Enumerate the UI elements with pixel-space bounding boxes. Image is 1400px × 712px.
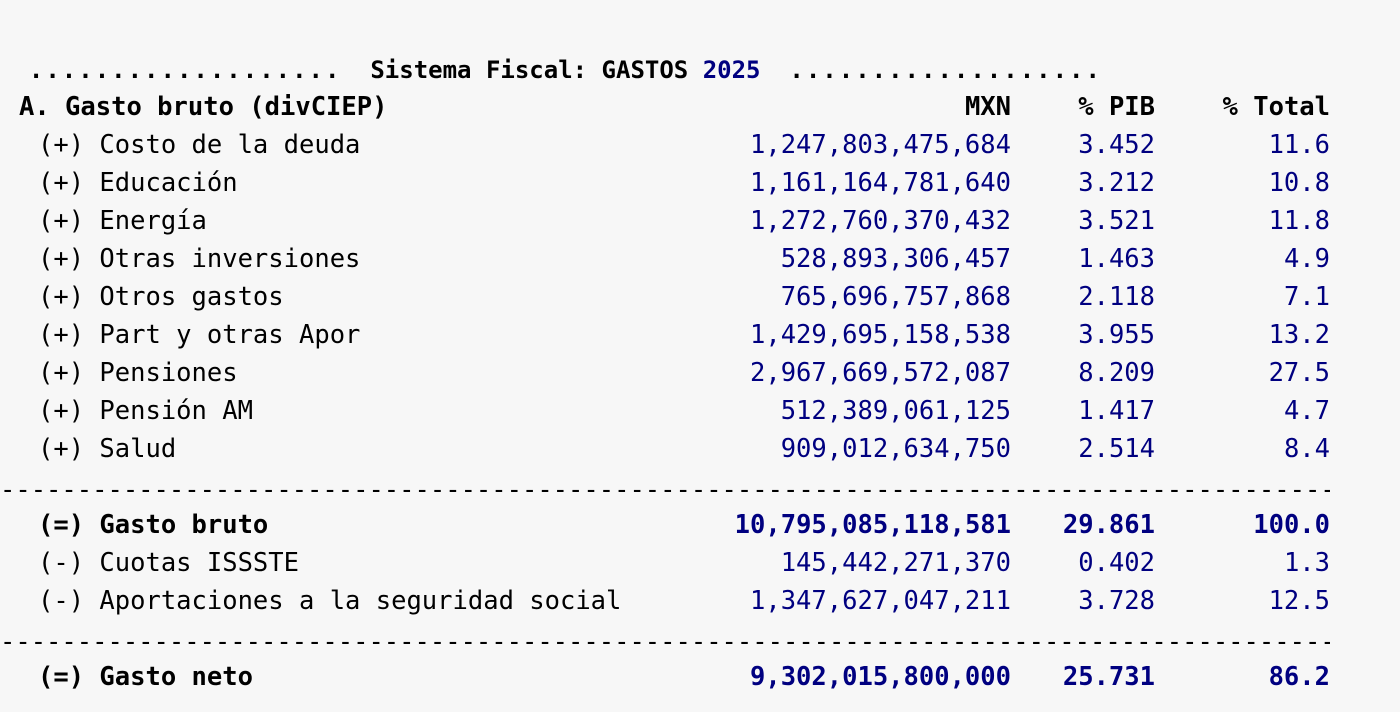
gross-total: 100.0 (1253, 510, 1330, 540)
row-label: (+) Energía (38, 206, 207, 236)
gross-label: (=) Gasto bruto (38, 510, 269, 540)
table-row: (+) Energía 1,272,760,370,432 3.521 11.8 (0, 202, 1400, 240)
deduction-pib: 0.402 (1078, 548, 1155, 578)
row-label: (+) Educación (38, 168, 238, 198)
table-header: A. Gasto bruto (divCIEP) MXN % PIB % Tot… (0, 88, 1400, 126)
row-pib: 3.452 (1078, 130, 1155, 160)
deduction-row: (-) Aportaciones a la seguridad social 1… (0, 582, 1400, 620)
table-row: (+) Otros gastos 765,696,757,868 2.118 7… (0, 278, 1400, 316)
net-total-row: (=) Gasto neto 9,302,015,800,000 25.731 … (0, 658, 1400, 696)
header-total: % Total (1222, 92, 1330, 122)
deduction-mxn: 1,347,627,047,211 (750, 586, 1011, 616)
deduction-mxn: 145,442,271,370 (780, 548, 1011, 578)
row-pib: 2.118 (1078, 282, 1155, 312)
row-pib: 3.521 (1078, 206, 1155, 236)
row-mxn: 528,893,306,457 (780, 244, 1011, 274)
title-dots-right: ................... (789, 56, 1102, 84)
table-row: (+) Educación 1,161,164,781,640 3.212 10… (0, 164, 1400, 202)
row-label: (+) Otros gastos (38, 282, 284, 312)
row-total: 4.9 (1283, 244, 1330, 274)
row-mxn: 1,429,695,158,538 (750, 320, 1011, 350)
table-row: (+) Pensión AM 512,389,061,125 1.417 4.7 (0, 392, 1400, 430)
row-total: 10.8 (1268, 168, 1330, 198)
gross-mxn: 10,795,085,118,581 (734, 510, 1011, 540)
row-total: 27.5 (1268, 358, 1330, 388)
row-pib: 2.514 (1078, 434, 1155, 464)
table-row: (+) Part y otras Apor 1,429,695,158,538 … (0, 316, 1400, 354)
header-pib: % PIB (1078, 92, 1155, 122)
row-total: 8.4 (1283, 434, 1330, 464)
deduction-total: 1.3 (1283, 548, 1330, 578)
net-mxn: 9,302,015,800,000 (750, 662, 1011, 692)
deduction-pib: 3.728 (1078, 586, 1155, 616)
table-row: (+) Salud 909,012,634,750 2.514 8.4 (0, 430, 1400, 468)
row-mxn: 1,247,803,475,684 (750, 130, 1011, 160)
gross-pib: 29.861 (1062, 510, 1155, 540)
deduction-label: (-) Aportaciones a la seguridad social (38, 586, 622, 616)
deduction-total: 12.5 (1268, 586, 1330, 616)
row-pib: 1.417 (1078, 396, 1155, 426)
header-label: A. Gasto bruto (divCIEP) (19, 92, 388, 122)
row-pib: 3.955 (1078, 320, 1155, 350)
row-mxn: 909,012,634,750 (780, 434, 1011, 464)
deduction-row: (-) Cuotas ISSSTE 145,442,271,370 0.402 … (0, 544, 1400, 582)
row-mxn: 1,272,760,370,432 (750, 206, 1011, 236)
row-label: (+) Part y otras Apor (38, 320, 361, 350)
separator-line: ----------------------------------------… (0, 480, 1330, 500)
row-total: 13.2 (1268, 320, 1330, 350)
row-pib: 8.209 (1078, 358, 1155, 388)
net-label: (=) Gasto neto (38, 662, 253, 692)
row-label: (+) Salud (38, 434, 177, 464)
table-row: (+) Otras inversiones 528,893,306,457 1.… (0, 240, 1400, 278)
row-label: (+) Pensiones (38, 358, 238, 388)
net-total: 86.2 (1268, 662, 1330, 692)
row-label: (+) Costo de la deuda (38, 130, 361, 160)
row-mxn: 765,696,757,868 (780, 282, 1011, 312)
table-row: (+) Pensiones 2,967,669,572,087 8.209 27… (0, 354, 1400, 392)
row-label: (+) Pensión AM (38, 396, 253, 426)
report-title: ................... Sistema Fiscal: GAST… (0, 13, 1102, 84)
title-year: 2025 (702, 56, 761, 84)
row-pib: 1.463 (1078, 244, 1155, 274)
gross-total-row: (=) Gasto bruto 10,795,085,118,581 29.86… (0, 506, 1400, 544)
separator-line: ----------------------------------------… (0, 632, 1330, 652)
row-mxn: 1,161,164,781,640 (750, 168, 1011, 198)
row-total: 11.6 (1268, 130, 1330, 160)
header-mxn: MXN (964, 92, 1011, 122)
row-total: 11.8 (1268, 206, 1330, 236)
row-pib: 3.212 (1078, 168, 1155, 198)
deduction-label: (-) Cuotas ISSSTE (38, 548, 299, 578)
row-mxn: 512,389,061,125 (780, 396, 1011, 426)
net-pib: 25.731 (1062, 662, 1155, 692)
title-text: Sistema Fiscal: GASTOS (370, 56, 689, 84)
table-row: (+) Costo de la deuda 1,247,803,475,684 … (0, 126, 1400, 164)
title-dots-left: ................... (28, 56, 342, 84)
row-total: 7.1 (1283, 282, 1330, 312)
row-label: (+) Otras inversiones (38, 244, 361, 274)
row-mxn: 2,967,669,572,087 (750, 358, 1011, 388)
row-total: 4.7 (1283, 396, 1330, 426)
